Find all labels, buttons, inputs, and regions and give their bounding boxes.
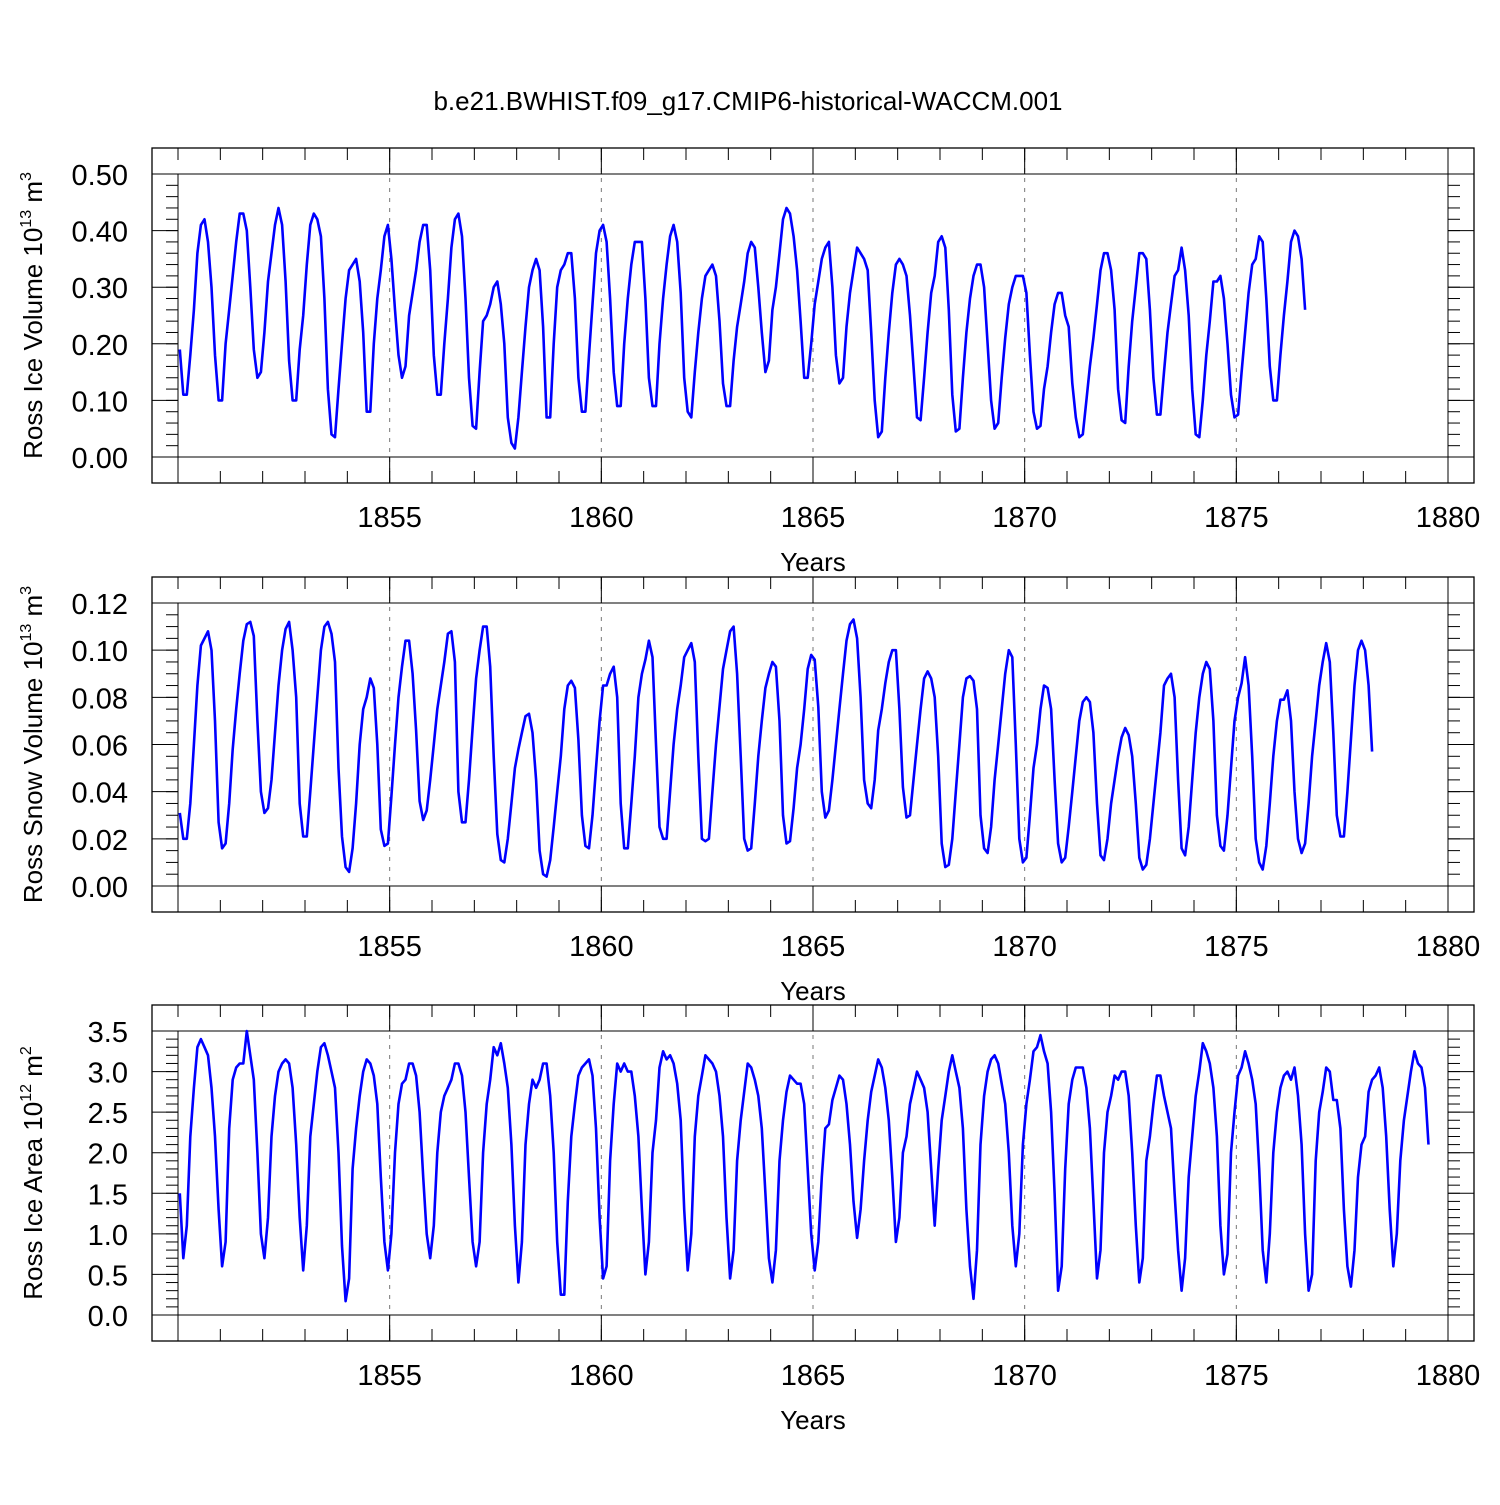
y-tick-label: 0.20	[72, 330, 128, 362]
figure-title: b.e21.BWHIST.f09_g17.CMIP6-historical-WA…	[433, 86, 1062, 116]
x-tick-label: 1855	[357, 1360, 422, 1392]
x-tick-label: 1865	[781, 502, 846, 534]
y-axis-label: Ross Snow Volume 1013 m3	[18, 586, 48, 903]
x-axis-label: Years	[780, 1405, 846, 1435]
y-tick-label: 0.50	[72, 160, 128, 192]
y-tick-label: 1.5	[88, 1179, 128, 1211]
x-tick-label: 1855	[357, 931, 422, 963]
y-tick-label: 0.08	[72, 683, 128, 715]
x-tick-label: 1880	[1416, 502, 1481, 534]
y-tick-label: 2.0	[88, 1139, 128, 1171]
x-tick-label: 1870	[992, 502, 1057, 534]
x-tick-label: 1875	[1204, 931, 1269, 963]
y-tick-label: 0.04	[72, 778, 128, 810]
y-tick-label: 1.0	[88, 1220, 128, 1252]
x-tick-label: 1860	[569, 1360, 634, 1392]
y-tick-label: 0.30	[72, 273, 128, 305]
series-line-1	[178, 206, 1307, 450]
x-tick-label: 1870	[992, 931, 1057, 963]
x-tick-label: 1865	[781, 931, 846, 963]
panel-1: 0.00 0.10 0.20 0.30 0.40 0.50 1855 1860 1865 1870…	[18, 147, 1481, 577]
y-axis-label: Ross Ice Volume 1013 m3	[18, 172, 48, 459]
x-axis-label: Years	[780, 547, 846, 577]
y-axis-label: Ross Ice Area 1012 m2	[18, 1046, 48, 1300]
series-line-1	[178, 618, 1374, 878]
series-line-1	[178, 1029, 1430, 1303]
x-tick-label: 1865	[781, 1360, 846, 1392]
y-tick-label: 3.5	[88, 1017, 128, 1049]
x-tick-label: 1860	[569, 931, 634, 963]
x-tick-label: 1875	[1204, 1360, 1269, 1392]
y-tick-label: 0.06	[72, 731, 128, 763]
panel-2: 0.00 0.02 0.04 0.06 0.08 0.10 0.12 1855 1860 1865…	[18, 576, 1481, 1006]
y-tick-label: 0.40	[72, 217, 128, 249]
y-tick-label: 0.0	[88, 1301, 128, 1333]
y-tick-label: 0.02	[72, 825, 128, 857]
y-tick-label: 2.5	[88, 1098, 128, 1130]
y-tick-label: 0.10	[72, 636, 128, 668]
y-tick-label: 3.0	[88, 1058, 128, 1090]
x-tick-label: 1855	[357, 502, 422, 534]
x-tick-label: 1880	[1416, 1360, 1481, 1392]
y-tick-label: 0.00	[72, 872, 128, 904]
x-tick-label: 1860	[569, 502, 634, 534]
y-tick-label: 0.10	[72, 386, 128, 418]
x-tick-label: 1875	[1204, 502, 1269, 534]
panel-3: 0.0 0.5 1.0 1.5 2.0 2.5 3.0 3.5 1855 1860 1865 1870…	[18, 1004, 1481, 1435]
y-tick-label: 0.12	[72, 589, 128, 621]
x-tick-label: 1870	[992, 1360, 1057, 1392]
x-tick-label: 1880	[1416, 931, 1481, 963]
y-tick-label: 0.5	[88, 1260, 128, 1292]
y-tick-label: 0.00	[72, 443, 128, 475]
x-axis-label: Years	[780, 976, 846, 1006]
